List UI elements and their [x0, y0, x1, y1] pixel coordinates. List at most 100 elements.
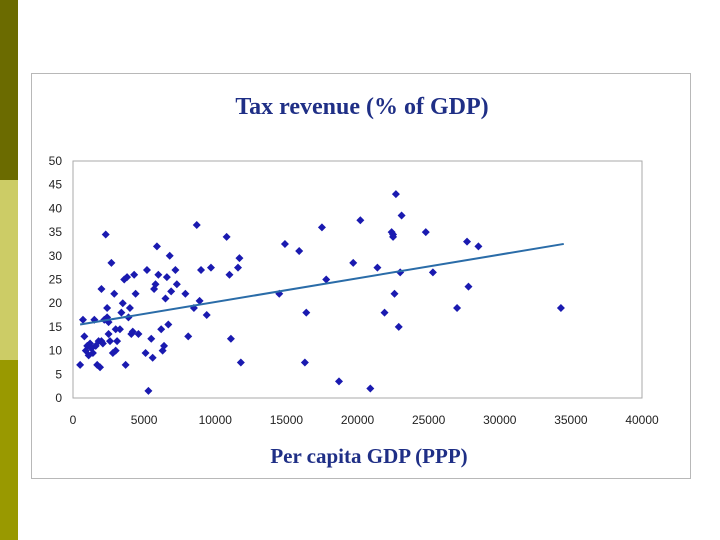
data-point [197, 266, 206, 275]
x-tick-label: 10000 [199, 413, 233, 427]
data-point [335, 377, 344, 386]
data-points [76, 190, 565, 395]
x-tick-label: 25000 [412, 413, 446, 427]
data-point [117, 308, 126, 317]
data-point [421, 228, 430, 237]
data-point [125, 303, 134, 312]
data-point [118, 299, 127, 308]
data-point [453, 303, 462, 312]
data-point [78, 315, 87, 324]
data-point [113, 337, 122, 346]
data-point [130, 270, 139, 279]
x-tick-label: 20000 [341, 413, 375, 427]
data-point [234, 263, 243, 272]
y-tick-label: 30 [49, 249, 63, 263]
data-point [81, 346, 90, 355]
data-point [111, 325, 120, 334]
data-point [181, 289, 190, 298]
y-tick-label: 50 [49, 154, 63, 168]
slide-band-bottom [0, 360, 18, 540]
y-tick-label: 40 [49, 201, 63, 215]
data-point [222, 232, 231, 241]
data-point [164, 320, 173, 329]
data-point [322, 275, 331, 284]
data-point [115, 325, 124, 334]
data-point [162, 273, 171, 282]
data-point [96, 363, 105, 372]
data-point [295, 247, 304, 256]
data-point [380, 308, 389, 317]
data-point [97, 284, 106, 293]
trend-line [79, 242, 564, 326]
data-point [123, 273, 132, 282]
data-point [397, 211, 406, 220]
data-point [171, 266, 180, 275]
data-point [464, 282, 473, 291]
x-tick-label: 15000 [270, 413, 304, 427]
data-point [121, 360, 130, 369]
y-tick-label: 5 [55, 367, 62, 381]
slide-band-top [0, 0, 18, 180]
data-point [154, 270, 163, 279]
x-tick-label: 0 [70, 413, 77, 427]
data-point [300, 358, 309, 367]
data-point [373, 263, 382, 272]
data-point [103, 303, 112, 312]
data-point [172, 280, 181, 289]
data-point [161, 294, 170, 303]
data-point [463, 237, 472, 246]
data-point [167, 287, 176, 296]
data-point [157, 325, 166, 334]
data-point [80, 332, 89, 341]
data-point [235, 254, 244, 263]
data-point [302, 308, 311, 317]
data-point [391, 190, 400, 199]
data-point [141, 348, 150, 357]
y-tick-label: 10 [49, 344, 63, 358]
data-point [390, 289, 399, 298]
y-tick-label: 25 [49, 273, 63, 287]
data-point [160, 341, 169, 350]
data-point [428, 268, 437, 277]
chart-title: Tax revenue (% of GDP) [235, 94, 488, 120]
y-tick-label: 35 [49, 225, 63, 239]
data-point [144, 386, 153, 395]
data-point [206, 263, 215, 272]
data-point [91, 341, 100, 350]
data-point [202, 311, 211, 320]
x-axis-label: Per capita GDP (PPP) [270, 444, 467, 468]
data-point [105, 337, 114, 346]
data-point [98, 339, 107, 348]
y-tick-label: 15 [49, 320, 63, 334]
x-axis-ticks: 0 5000 10000 15000 20000 25000 30000 35000 40000 [70, 413, 659, 427]
data-point [101, 230, 110, 239]
data-point [134, 330, 143, 339]
data-point [195, 296, 204, 305]
x-tick-label: 5000 [131, 413, 158, 427]
data-point [356, 216, 365, 225]
plot-area [72, 160, 643, 399]
data-point [225, 270, 234, 279]
data-point [150, 284, 159, 293]
data-point [349, 258, 358, 267]
data-point [111, 346, 120, 355]
data-point [128, 327, 137, 336]
x-tick-label: 30000 [483, 413, 517, 427]
chart-frame: Tax revenue (% of GDP) 0 5 10 15 20 25 30 35 40 4… [31, 73, 691, 479]
data-point [394, 322, 403, 331]
data-point [88, 348, 97, 357]
data-point [389, 232, 398, 241]
data-point [236, 358, 245, 367]
x-tick-label: 35000 [554, 413, 588, 427]
data-point [317, 223, 326, 232]
data-point [151, 280, 160, 289]
data-point [142, 266, 151, 275]
data-point [192, 220, 201, 229]
data-point [165, 251, 174, 260]
data-point [76, 360, 85, 369]
data-point [147, 334, 156, 343]
scatter-chart: Tax revenue (% of GDP) 0 5 10 15 20 25 30 35 40 4… [49, 94, 659, 468]
data-point [474, 242, 483, 251]
data-point [226, 334, 235, 343]
data-point [131, 289, 140, 298]
